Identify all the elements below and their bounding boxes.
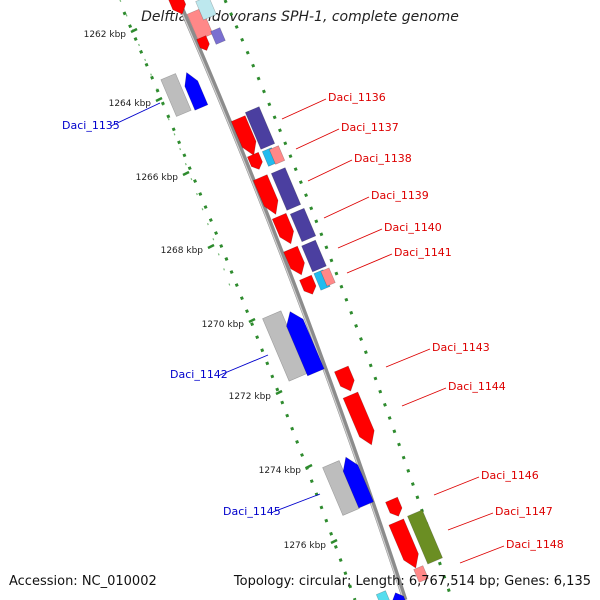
scale-tick [182,170,190,177]
gene-arrow-dark [210,27,226,45]
gene-arrow-reverse [196,35,210,51]
gene-label-reverse: Daci_1136 [328,91,386,104]
gene-label-reverse: Daci_1143 [432,341,490,354]
genome-backbone-highlight [175,0,405,600]
gene-arrow-reverse [252,174,279,215]
gene-arrow-dark [289,207,317,243]
scale-tick [305,463,313,470]
gene-arrow-reverse [388,518,419,569]
gene-arrow-pink [268,145,286,165]
genome-backbone [175,0,408,600]
gene-arrow-dark [270,167,302,211]
gene-arrow-gray [160,73,192,117]
scale-label: 1270 kbp [202,320,245,330]
scale-label: 1272 kbp [229,392,272,402]
gene-label-reverse: Daci_1148 [506,538,564,551]
gene-arrow-reverse [246,151,263,170]
gene-arrow-reverse [283,245,305,276]
scale-tick [155,96,163,103]
scale-label: 1276 kbp [284,541,327,551]
scale-tick [275,389,283,396]
gene-label-reverse: Daci_1141 [394,246,452,259]
gene-arrow-reverse [230,115,257,156]
gene-arrow-forward [184,71,209,111]
gene-arrow-forward [342,456,374,509]
gene-label-forward: Daci_1142 [170,368,228,381]
gene-leader-line [447,512,494,531]
gene-label-forward: Daci_1145 [223,505,281,518]
scale-tick [130,27,138,34]
gene-leader-line [337,228,383,249]
gene-label-reverse: Daci_1138 [354,152,412,165]
gene-leader-line [346,253,393,274]
gene-label-forward: Daci_1135 [62,119,120,132]
gene-leader-line [323,196,370,219]
gene-arrow-pink [413,565,429,583]
scale-label: 1264 kbp [109,99,152,109]
accession-text: Accession: NC_010002 [9,574,157,589]
gene-arrow-pink [320,267,336,287]
scale-label: 1268 kbp [161,246,204,256]
gene-label-reverse: Daci_1146 [481,469,539,482]
gene-label-reverse: Daci_1144 [448,380,506,393]
gene-label-reverse: Daci_1137 [341,121,399,134]
gene-leader-line [219,354,269,376]
gene-leader-line [307,159,353,182]
gene-arrow-reverse [299,274,317,295]
map-title: Delftia acidovorans SPH-1, complete geno… [141,9,459,25]
scale-tick [207,243,215,250]
inner-grid-track [122,11,357,600]
gene-label-reverse: Daci_1140 [384,221,442,234]
scale-label: 1262 kbp [84,30,127,40]
topology-summary: Topology: circular; Length: 6,767,514 bp… [233,574,591,589]
gene-leader-line [433,476,480,496]
outer-grid-track [223,0,454,600]
gene-arrow-forward [286,311,325,377]
gene-label-reverse: Daci_1139 [371,189,429,202]
gene-leader-line [295,128,340,150]
scale-label: 1274 kbp [259,466,302,476]
gene-arrow-reverse [342,391,375,446]
gene-leader-line [272,493,321,513]
gene-arrow-reverse [385,496,403,517]
gene-arrow-olive [407,509,443,565]
gene-label-reverse: Daci_1147 [495,505,553,518]
gene-leader-line [110,102,161,127]
gene-arrow-reverse [334,365,355,392]
gene-arrow-forward [392,592,409,600]
gene-arrow-reverse [166,0,187,15]
scale-tick [248,317,256,324]
gene-arrow-cyan [195,0,217,21]
gene-arrow-dark [301,239,327,273]
gene-arrow-dark [244,106,276,150]
gene-leader-line [281,98,327,120]
scale-tick [330,538,338,545]
scale-label: 1266 kbp [136,173,179,183]
gene-leader-line [385,348,431,368]
gene-arrow-reverse [271,212,294,245]
gene-leader-line [459,545,505,564]
gene-leader-line [401,387,447,407]
gene-arrow-cyan [375,590,393,600]
